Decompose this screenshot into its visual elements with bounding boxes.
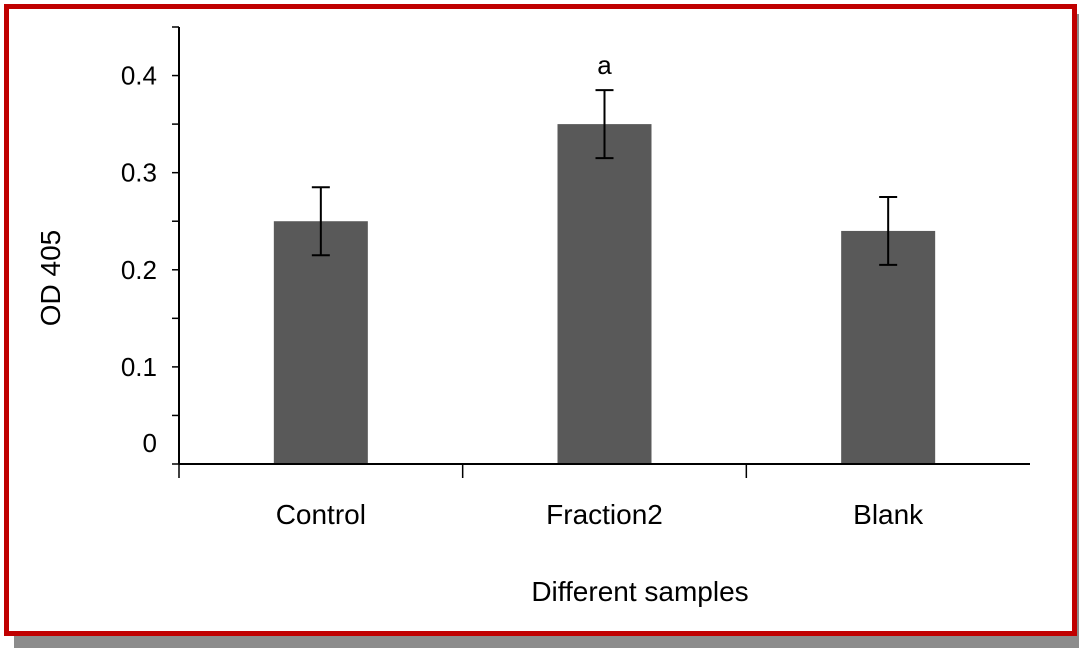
error-bars <box>311 89 898 266</box>
bar-control <box>273 221 368 464</box>
y-axis-tick-labels: 0 0.1 0.2 0.3 0.4 <box>121 61 157 458</box>
error-bar-control <box>311 186 330 257</box>
x-axis-category-labels: Control Fraction2 Blank <box>276 499 924 530</box>
significance-annotation: a <box>597 50 612 80</box>
error-bar-fraction2 <box>595 89 614 160</box>
bars <box>273 124 936 464</box>
x-axis-title: Different samples <box>531 576 748 607</box>
bar-blank <box>841 230 936 464</box>
annotations: a <box>597 50 612 80</box>
y-tick-label: 0.1 <box>121 352 157 382</box>
x-category-label: Blank <box>853 499 924 530</box>
y-axis-ticks <box>172 26 179 465</box>
bar-fraction2 <box>557 124 652 464</box>
y-tick-label: 0.2 <box>121 255 157 285</box>
x-category-label: Fraction2 <box>546 499 663 530</box>
y-tick-label: 0.3 <box>121 158 157 188</box>
y-axis-title: OD 405 <box>35 230 66 327</box>
x-category-label: Control <box>276 499 366 530</box>
y-tick-label: 0 <box>143 428 157 458</box>
x-axis-ticks <box>178 464 748 478</box>
error-bar-blank <box>879 195 898 266</box>
y-tick-label: 0.4 <box>121 61 157 91</box>
